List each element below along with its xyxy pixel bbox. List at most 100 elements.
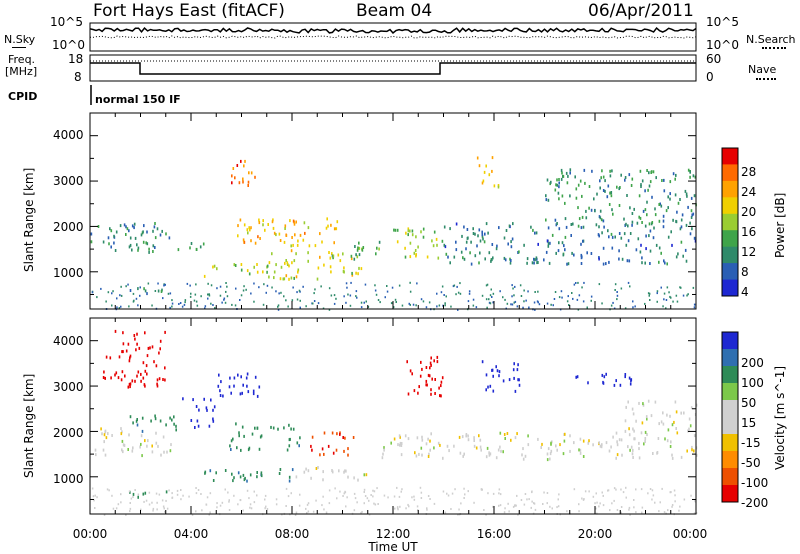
data-cell xyxy=(628,259,631,263)
data-cell xyxy=(545,198,548,202)
data-cell xyxy=(110,376,112,380)
data-cell xyxy=(444,511,447,514)
data-cell xyxy=(312,302,314,305)
data-cell xyxy=(260,474,263,478)
data-cell xyxy=(648,184,651,188)
data-cell xyxy=(669,295,671,298)
data-cell xyxy=(582,439,585,443)
station-title: Fort Hays East (fitACF) xyxy=(93,1,285,21)
data-cell xyxy=(96,496,98,499)
data-cell xyxy=(240,268,243,272)
data-cell xyxy=(165,490,168,494)
data-cell xyxy=(646,433,648,437)
data-cell xyxy=(613,383,616,387)
data-cell xyxy=(231,174,233,178)
data-cell xyxy=(492,256,494,260)
data-cell xyxy=(499,290,501,293)
data-cell xyxy=(639,250,642,254)
data-cell xyxy=(247,448,250,452)
data-cell xyxy=(264,507,266,510)
data-cell xyxy=(285,234,288,237)
data-cell xyxy=(510,438,512,442)
data-cell xyxy=(656,300,658,303)
data-cell xyxy=(616,185,618,189)
velocity-ylabel: Slant Range [km] xyxy=(22,373,36,478)
data-cell xyxy=(238,434,240,438)
data-cell xyxy=(393,228,395,232)
data-cell xyxy=(583,281,585,284)
data-cell xyxy=(600,445,603,449)
data-cell xyxy=(629,382,632,386)
data-cell xyxy=(290,276,293,280)
data-cell xyxy=(628,508,630,511)
data-cell xyxy=(472,232,475,235)
data-cell xyxy=(481,360,484,364)
data-cell xyxy=(611,502,613,505)
data-cell xyxy=(638,401,640,405)
data-cell xyxy=(335,297,337,300)
data-cell xyxy=(344,490,346,493)
data-cell xyxy=(368,499,370,502)
data-cell xyxy=(329,256,332,260)
data-cell xyxy=(674,500,676,503)
data-cell xyxy=(331,469,333,472)
data-cell xyxy=(265,505,267,508)
data-cell xyxy=(601,443,603,447)
data-cell xyxy=(153,360,155,364)
data-cell xyxy=(631,220,634,224)
data-cell xyxy=(609,169,611,173)
data-cell xyxy=(523,300,525,303)
data-cell xyxy=(624,307,627,310)
data-cell xyxy=(666,262,668,266)
data-cell xyxy=(487,492,489,495)
data-cell xyxy=(599,209,602,213)
data-cell xyxy=(313,292,315,295)
data-cell xyxy=(419,486,422,489)
data-cell xyxy=(514,300,517,303)
data-cell xyxy=(602,175,605,179)
data-cell xyxy=(441,376,444,380)
data-cell xyxy=(156,378,159,382)
data-cell xyxy=(343,492,345,495)
data-cell xyxy=(349,304,352,307)
data-cell xyxy=(534,231,536,235)
data-cell xyxy=(278,232,281,236)
data-cell xyxy=(547,226,550,230)
data-cell xyxy=(533,301,536,304)
data-cell xyxy=(638,215,640,219)
data-cell xyxy=(685,192,688,196)
data-cell xyxy=(504,258,507,262)
data-cell xyxy=(504,298,506,301)
data-cell xyxy=(467,490,469,493)
data-cell xyxy=(516,305,519,308)
data-cell xyxy=(614,235,616,239)
data-cell xyxy=(578,217,581,221)
data-cell xyxy=(563,439,566,443)
data-cell xyxy=(175,424,177,428)
data-cell xyxy=(127,448,129,451)
data-cell xyxy=(299,493,301,496)
data-cell xyxy=(154,417,157,421)
data-cell xyxy=(154,236,157,240)
data-cell xyxy=(145,241,147,245)
data-cell xyxy=(208,294,211,297)
data-cell xyxy=(207,297,209,300)
velocity-colorbar-label: Velocity [m s^-1] xyxy=(773,365,787,470)
data-cell xyxy=(102,376,105,379)
data-cell xyxy=(146,292,148,296)
data-cell xyxy=(640,183,642,187)
data-cell xyxy=(275,263,277,267)
data-cell xyxy=(674,494,676,497)
data-cell xyxy=(212,265,214,269)
data-cell xyxy=(129,354,132,358)
data-cell xyxy=(271,252,273,256)
data-cell xyxy=(624,176,627,179)
data-cell xyxy=(481,294,484,297)
data-cell xyxy=(531,491,533,494)
data-cell xyxy=(502,379,505,383)
data-cell xyxy=(140,434,143,438)
data-cell xyxy=(666,286,669,289)
data-cell xyxy=(527,434,529,438)
data-cell xyxy=(288,264,290,268)
data-cell xyxy=(497,185,500,189)
